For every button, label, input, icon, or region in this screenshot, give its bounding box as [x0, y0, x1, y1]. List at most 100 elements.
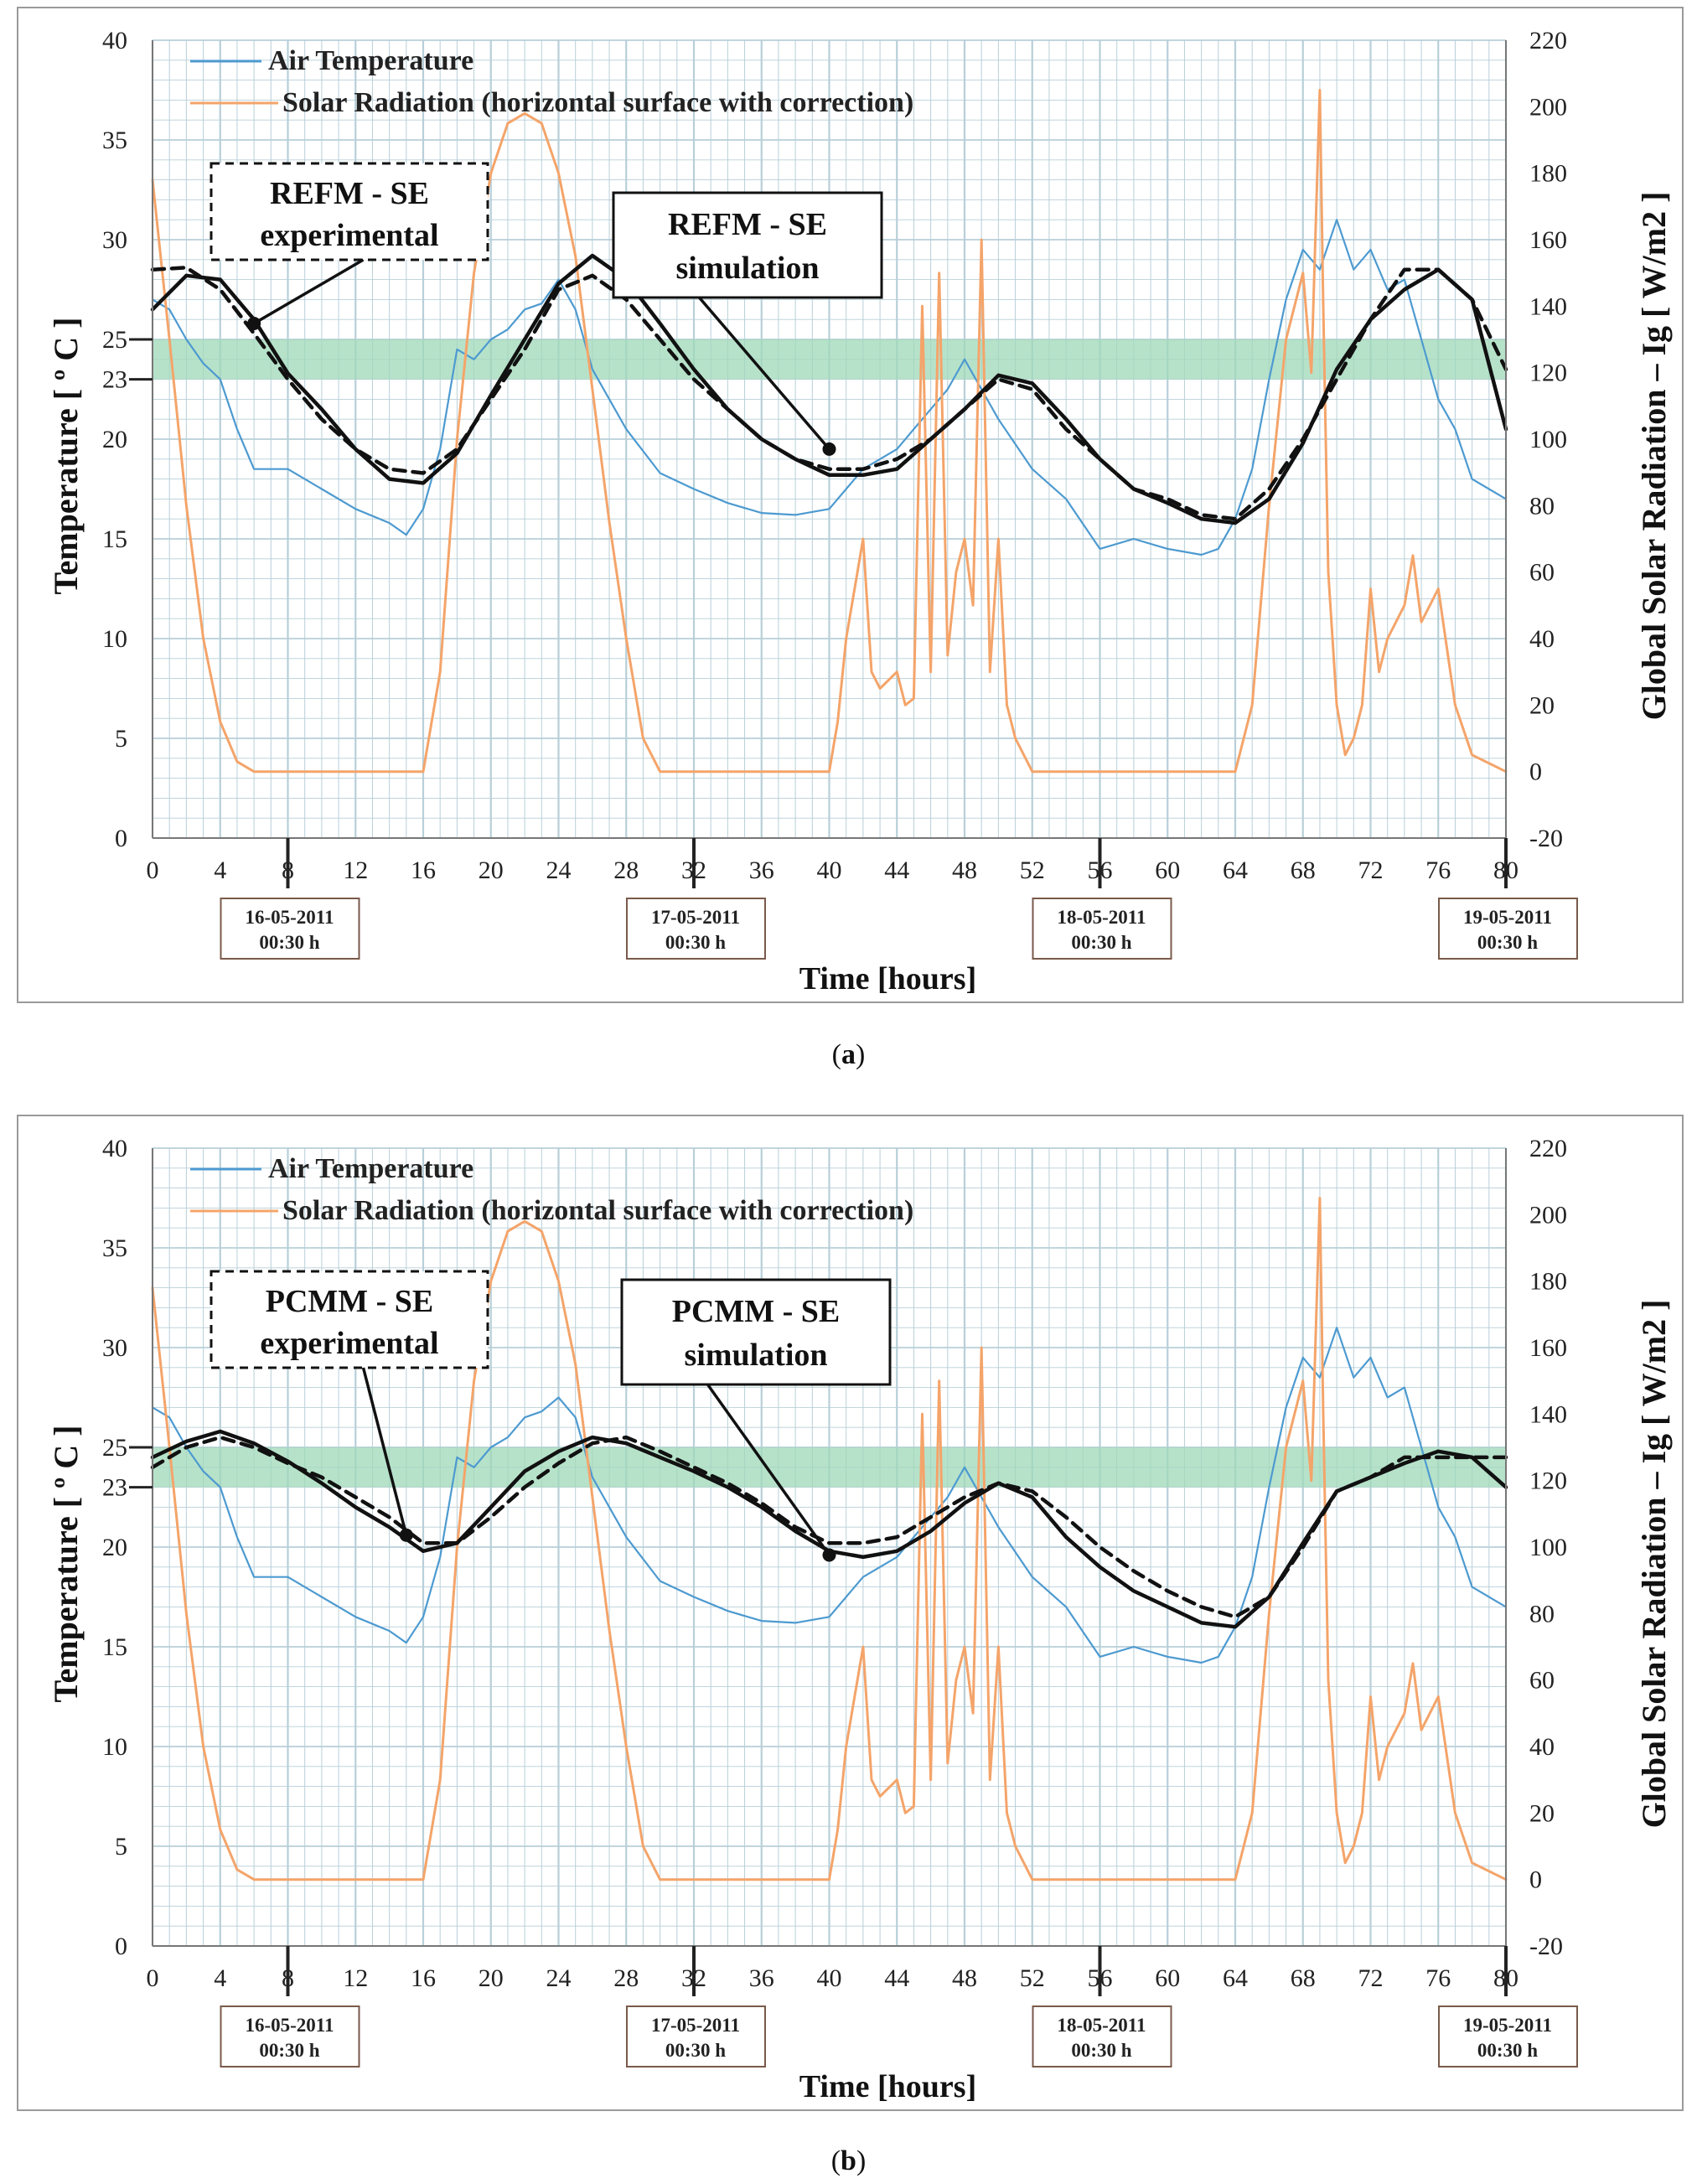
caption-b-letter: b [841, 2145, 856, 2176]
y-tick-label-extra: 23 [102, 366, 127, 394]
y-axis-title: Temperature [ º C ] [47, 318, 85, 595]
x-tick-label: 0 [147, 857, 159, 884]
date-label-time: 00:30 h [1477, 2040, 1538, 2061]
x-tick-label: 40 [817, 857, 842, 884]
y2-tick-label: -20 [1529, 1933, 1563, 1960]
y2-tick-label: 140 [1529, 1400, 1567, 1428]
date-label-time: 00:30 h [1477, 932, 1538, 953]
series-line-refm-se-experimental [150, 266, 1508, 521]
date-label-date: 16-05-2011 [245, 907, 334, 928]
x-tick-label: 72 [1358, 1964, 1384, 1992]
y-tick-label: 15 [102, 1633, 127, 1661]
x-tick-label: 40 [817, 1964, 842, 1992]
x-tick-label: 24 [546, 1964, 572, 1992]
y-tick-label: 25 [102, 1434, 127, 1462]
legend-label-air: Air Temperature [268, 1153, 473, 1184]
simulation-label-line1: REFM - SE [668, 207, 827, 242]
date-label-box [1438, 2005, 1578, 2068]
x-tick-label: 52 [1020, 1964, 1045, 1992]
chart-b-svg: Air Temperature Solar Radiation (horizont… [47, 1135, 1673, 2104]
y-tick-label: 5 [115, 725, 127, 753]
y2-axis-title: Global Solar Radiation – Ig [ W/m2 ] [1635, 192, 1673, 721]
x-tick-label: 44 [884, 857, 909, 884]
y2-tick-label: 220 [1529, 27, 1567, 54]
date-label-date: 17-05-2011 [651, 2015, 740, 2036]
y2-tick-label: 20 [1529, 691, 1555, 719]
date-label-date: 19-05-2011 [1463, 907, 1552, 928]
series-line-solar-radiation-horizontal-surface-with-correction- [151, 89, 1508, 774]
date-label-date: 18-05-2011 [1057, 2015, 1146, 2036]
date-label-time: 00:30 h [259, 2040, 319, 2061]
y2-tick-label: 120 [1529, 360, 1567, 387]
x-tick-label: 4 [214, 1964, 226, 1992]
date-label-time: 00:30 h [665, 2040, 726, 2061]
x-tick-label: 68 [1291, 1964, 1316, 1992]
y2-tick-label: 160 [1529, 1334, 1567, 1362]
experimental-label-line1: PCMM - SE [266, 1284, 434, 1319]
x-tick-label: 28 [613, 857, 639, 884]
y-tick-label: 10 [102, 1733, 127, 1761]
chart-panel-a: Air Temperature Solar Radiation (horizont… [17, 7, 1684, 1003]
x-tick-label: 20 [479, 857, 504, 884]
chart-a-svg: Air Temperature Solar Radiation (horizont… [47, 27, 1673, 996]
y-tick-label: 15 [102, 525, 127, 553]
simulation-label-line1: PCMM - SE [672, 1294, 841, 1329]
x-tick-label: 24 [546, 857, 572, 884]
y-tick-label: 0 [115, 1933, 127, 1960]
experimental-leader-line [253, 258, 365, 325]
date-label-date: 19-05-2011 [1463, 2015, 1552, 2036]
y2-tick-label: 180 [1529, 1268, 1567, 1296]
x-tick-label: 12 [343, 1964, 368, 1992]
simulation-label-box [620, 1278, 892, 1386]
experimental-label-box [210, 162, 489, 261]
y-tick-label: 25 [102, 326, 127, 354]
y2-tick-label: 140 [1529, 292, 1567, 320]
date-label-time: 00:30 h [259, 932, 319, 953]
legend-label-solar: Solar Radiation (horizontal surface with… [282, 87, 913, 118]
simulation-marker [822, 442, 836, 456]
y-tick-label: 30 [102, 226, 127, 254]
simulation-label-line2: simulation [684, 1338, 827, 1373]
date-label-time: 00:30 h [1071, 932, 1131, 953]
y-tick-label: 30 [102, 1334, 127, 1362]
date-label-date: 18-05-2011 [1057, 907, 1146, 928]
date-label-time: 00:30 h [665, 932, 726, 953]
date-label-date: 17-05-2011 [651, 907, 740, 928]
date-label-box [1438, 898, 1578, 960]
x-tick-label: 36 [749, 857, 774, 884]
x-tick-label: 4 [214, 857, 226, 884]
simulation-label-box [612, 191, 883, 299]
y2-tick-label: 60 [1529, 1667, 1555, 1695]
y-tick-label: 10 [102, 625, 127, 653]
comfort-band [153, 339, 1506, 380]
series-line-refm-se-simulation [150, 253, 1508, 525]
y2-tick-label: 0 [1529, 1866, 1542, 1894]
date-label-time: 00:30 h [1071, 2040, 1131, 2061]
date-label-box [1032, 2005, 1172, 2068]
x-tick-label: 64 [1223, 857, 1248, 884]
y2-tick-label: 200 [1529, 1201, 1567, 1229]
experimental-label-line2: experimental [260, 1326, 438, 1361]
date-label-box [1032, 898, 1172, 960]
x-axis-title: Time [hours] [799, 2069, 976, 2104]
caption-b: (b) [830, 2145, 867, 2176]
y2-axis-title: Global Solar Radiation – Ig [ W/m2 ] [1635, 1300, 1673, 1829]
x-tick-label: 64 [1223, 1964, 1248, 1992]
experimental-leader-line [361, 1367, 408, 1536]
y-tick-label: 20 [102, 426, 127, 453]
x-tick-label: 36 [749, 1964, 774, 1992]
y2-tick-label: 0 [1529, 758, 1542, 786]
y2-tick-label: 60 [1529, 559, 1555, 587]
y2-tick-label: 40 [1529, 1733, 1555, 1761]
y-tick-label: 0 [115, 825, 127, 852]
x-tick-label: 68 [1291, 857, 1316, 884]
y2-tick-label: -20 [1529, 825, 1563, 852]
date-label-box [220, 2005, 360, 2068]
x-tick-label: 0 [147, 1964, 159, 1992]
x-tick-label: 20 [479, 1964, 504, 1992]
experimental-label-line2: experimental [260, 218, 438, 253]
y2-tick-label: 180 [1529, 160, 1567, 188]
x-axis-title: Time [hours] [799, 961, 976, 996]
y2-tick-label: 200 [1529, 93, 1567, 121]
chart-panel-b: Air Temperature Solar Radiation (horizont… [17, 1115, 1684, 2111]
